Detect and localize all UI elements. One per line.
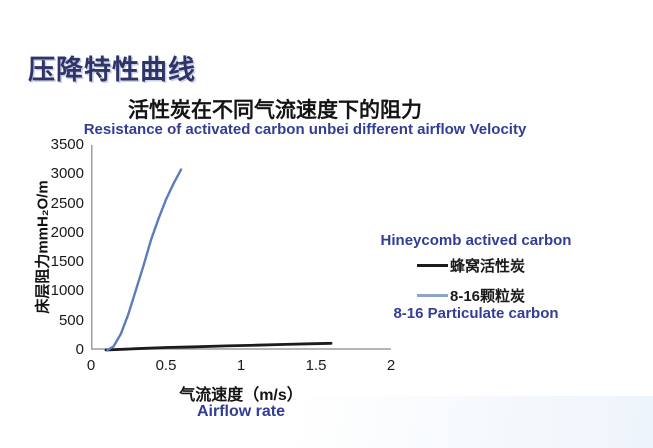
y-tick-label: 3000 [50,165,84,183]
plot-area [91,145,391,352]
y-tick-label: 500 [58,311,84,329]
x-tick-labels: 0 0.5 1 1.5 2 [87,357,395,377]
series-line-honeycomb [104,341,333,352]
y-tick-label: 1500 [50,253,84,271]
x-tick-label: 1 [236,357,246,374]
x-tick-label: 2 [386,357,396,374]
y-tick-label: 2500 [50,194,84,212]
y-tick-label: 0 [75,341,84,358]
chart-title: 活性炭在不同气流速度下的阻力 [128,98,422,122]
series-line-particulate [106,168,183,352]
x-tick-label: 1.5 [305,357,327,374]
x-tick-label: 0 [86,357,96,374]
legend-series-honeycomb-label: 蜂窝活性炭 [450,257,526,275]
legend: Hineycomb actived carbon 蜂窝活性炭 8-16颗粒炭 8… [378,232,574,323]
y-tick-label: 1000 [50,282,84,300]
legend-line-swatch-particulate [417,293,448,297]
legend-series-particulate-label: 8-16颗粒炭 [450,287,526,305]
x-tick-label: 0.5 [155,357,177,374]
y-tick-labels: 0 500 1000 1500 2000 2500 3000 3500 [46,136,86,358]
legend-series-honeycomb-en-label: Hineycomb actived carbon [380,232,572,249]
legend-item-honeycomb: 蜂窝活性炭 [378,256,574,275]
x-axis-label: 气流速度（m/s） [179,387,303,404]
chart-subtitle: Resistance of activated carbon unbei dif… [83,121,527,138]
legend-item-particulate: 8-16颗粒炭 [378,286,574,305]
y-tick-label: 2000 [50,223,84,241]
x-axis-label-en: Airflow rate [196,403,285,420]
legend-series-particulate-en-label: 8-16 Particulate carbon [393,305,559,322]
y-tick-label: 3500 [50,136,84,153]
page-title: 压降特性曲线 [28,55,196,85]
legend-line-swatch-honeycomb [417,263,448,267]
